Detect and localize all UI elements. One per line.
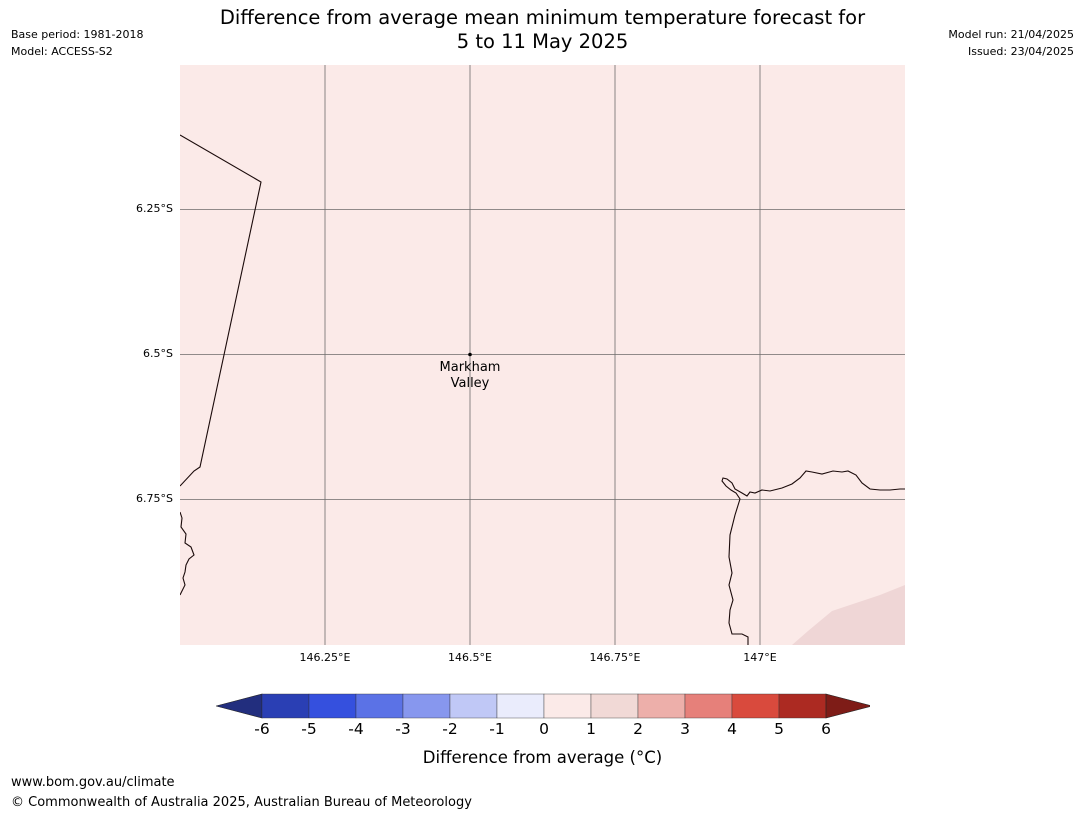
colorbar-tick-label: 4 [727,720,737,738]
colorbar-segment [731,693,780,719]
lon-label-147: 147°E [743,651,777,664]
colorbar-tick-label: -6 [254,720,270,738]
lon-label-146-25: 146.25°E [299,651,351,664]
model-text: Model: ACCESS-S2 [11,45,113,58]
colorbar-tick-label: 6 [821,720,831,738]
lon-label-146-5: 146.5°E [448,651,492,664]
colorbar-segment [778,693,827,719]
colorbar-segment [261,693,310,719]
colorbar-segment [543,693,592,719]
colorbar-segment [308,693,357,719]
place-label-line-2: Valley [450,376,490,391]
title-line-1: Difference from average mean minimum tem… [219,6,866,29]
colorbar-segment [355,693,404,719]
footer-url: www.bom.gov.au/climate [11,775,175,790]
lat-label-6-5: 6.5°S [143,347,173,360]
colorbar-tick-label: 0 [539,720,549,738]
map-background [180,65,905,645]
colorbar-segment [449,693,498,719]
colorbar-tick-label: 1 [586,720,596,738]
colorbar-segment [684,693,733,719]
colorbar [214,692,874,724]
colorbar-graphic [214,693,874,719]
colorbar-extension-low [214,693,263,719]
map-title: Difference from average mean minimum tem… [180,6,905,54]
base-period-text: Base period: 1981-2018 [11,28,144,41]
place-label-line-1: Markham [439,360,501,375]
colorbar-tick-label: -5 [301,720,317,738]
colorbar-segment [402,693,451,719]
colorbar-segment [496,693,545,719]
colorbar-tick-label: -1 [489,720,505,738]
colorbar-tick-label: 5 [774,720,784,738]
boundary-line-west [180,134,262,487]
warmer-anomaly-patch [792,585,905,645]
footer-copyright: © Commonwealth of Australia 2025, Austra… [11,795,472,810]
metadata-right: Model run: 21/04/2025 Issued: 23/04/2025 [948,26,1074,60]
lat-label-6-25: 6.25°S [136,202,173,215]
colorbar-tick-label: 2 [633,720,643,738]
coastline-borders [180,134,905,645]
issued-text: Issued: 23/04/2025 [967,45,1074,58]
metadata-left: Base period: 1981-2018 Model: ACCESS-S2 [11,26,143,60]
lat-label-6-75: 6.75°S [136,492,173,505]
coastline-southeast [721,470,905,645]
place-label-markham-valley: Markham Valley [410,360,530,392]
colorbar-segment [590,693,639,719]
title-line-2: 5 to 11 May 2025 [456,30,629,53]
colorbar-segment [637,693,686,719]
colorbar-tick-label: -3 [395,720,411,738]
colorbar-label: Difference from average (°C) [422,748,663,767]
colorbar-tick-label: 3 [680,720,690,738]
map-canvas [180,65,905,645]
model-run-text: Model run: 21/04/2025 [948,28,1074,41]
colorbar-tick-label: -4 [348,720,364,738]
colorbar-extension-high [825,693,874,719]
dot-marker-icon [468,352,472,357]
lon-label-146-75: 146.75°E [589,651,641,664]
colorbar-tick-label: -2 [442,720,458,738]
forecast-map[interactable] [180,65,905,645]
coastline-southwest [180,511,195,596]
graticule [180,65,905,645]
